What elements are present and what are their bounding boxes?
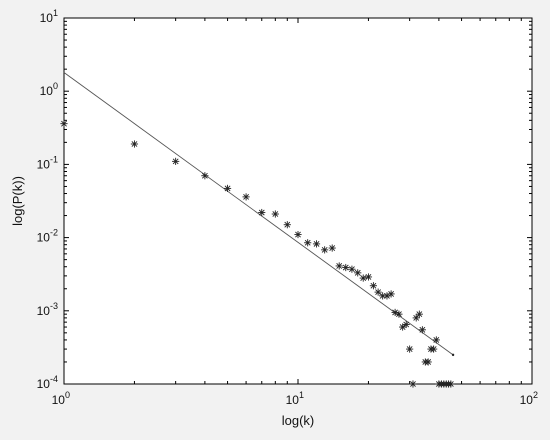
data-point	[402, 320, 410, 329]
y-tick-label: 101	[40, 8, 58, 25]
data-point	[387, 290, 395, 298]
fit-line	[63, 72, 454, 356]
data-point	[369, 282, 377, 290]
data-point	[271, 210, 279, 218]
data-point	[223, 184, 232, 193]
data-point	[321, 246, 329, 254]
x-tick-label: 102	[520, 390, 538, 407]
data-point	[359, 274, 367, 282]
data-point	[432, 336, 440, 344]
data-point	[447, 380, 455, 388]
data-point	[312, 240, 321, 248]
x-tick-label: 101	[286, 390, 304, 407]
data-point	[424, 358, 432, 366]
data-point	[354, 269, 362, 277]
data-point	[294, 230, 302, 239]
x-axis-label: log(k)	[282, 413, 315, 428]
fit-line-end-dot	[451, 353, 455, 357]
data-point	[409, 380, 417, 388]
data-point	[395, 310, 403, 318]
data-point	[172, 157, 180, 165]
data-point	[348, 265, 356, 273]
data-point	[258, 208, 266, 217]
data-point	[379, 292, 387, 300]
tick-labels: 100 101 102 10-4 10-3 10-2 10-1 100 101	[37, 8, 538, 407]
markers	[60, 120, 455, 388]
y-tick-label: 10-1	[37, 154, 58, 171]
y-axis-label: log(P(k))	[10, 176, 25, 226]
data-point	[364, 273, 373, 281]
data-point	[304, 239, 312, 247]
data-point	[60, 120, 68, 128]
data-point	[406, 345, 414, 353]
x-tick-label: 100	[52, 390, 70, 407]
data-point	[415, 310, 423, 318]
data-point	[201, 172, 209, 180]
data-point	[283, 221, 291, 229]
data-point	[130, 140, 139, 148]
plot-area	[63, 17, 533, 385]
data-point	[342, 263, 350, 272]
data-point	[430, 345, 438, 353]
y-tick-label: 100	[40, 81, 58, 98]
data-point	[374, 288, 382, 296]
ticks	[63, 17, 533, 385]
y-tick-label: 10-3	[37, 301, 58, 318]
y-tick-label: 10-4	[37, 374, 58, 391]
data-point	[418, 326, 426, 334]
data-point	[242, 193, 250, 201]
data-point	[328, 244, 336, 252]
y-tick-label: 10-2	[37, 228, 58, 245]
data-point	[335, 262, 343, 270]
